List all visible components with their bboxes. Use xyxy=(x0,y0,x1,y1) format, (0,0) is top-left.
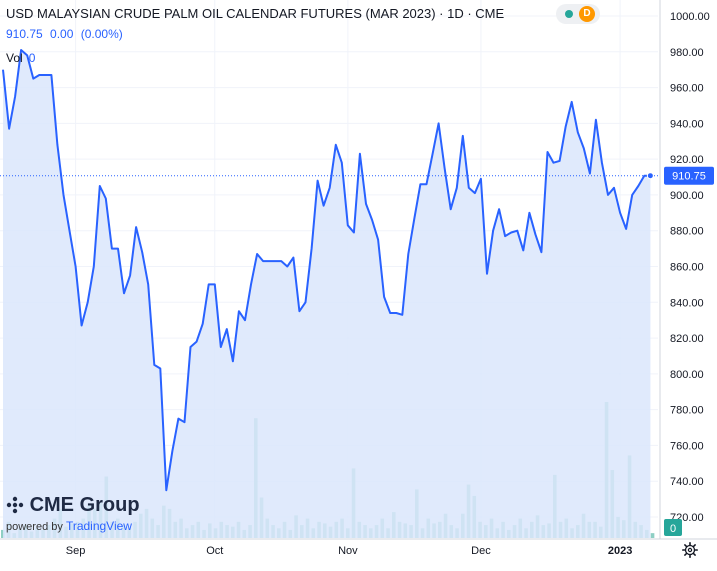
last-price-dot xyxy=(646,172,654,180)
x-tick-label: Dec xyxy=(471,545,491,557)
volume-legend: Vol 0 xyxy=(6,51,35,65)
volume-bar xyxy=(650,533,655,538)
x-tick-label: Oct xyxy=(206,545,223,557)
powered-by: powered by TradingView xyxy=(6,519,140,533)
y-tick-label: 780.00 xyxy=(670,405,704,417)
price-area-fill xyxy=(3,50,651,538)
last-price-text: 910.75 xyxy=(672,171,706,183)
gear-icon[interactable] xyxy=(682,542,698,558)
price-readout: 910.75 0.00 (0.00%) xyxy=(6,27,127,41)
y-tick-label: 860.00 xyxy=(670,262,704,274)
volume-bar xyxy=(1,529,5,538)
provider-name: TradingView xyxy=(65,519,132,533)
x-tick-label: Nov xyxy=(338,545,358,557)
y-tick-label: 920.00 xyxy=(670,154,704,166)
y-tick-label: 800.00 xyxy=(670,369,704,381)
y-tick-label: 980.00 xyxy=(670,47,704,59)
volume-badge: 0 xyxy=(664,519,682,536)
y-tick-label: 960.00 xyxy=(670,83,704,95)
y-tick-label: 1000.00 xyxy=(670,11,710,23)
cme-dots-icon xyxy=(6,496,24,514)
x-tick-label: 2023 xyxy=(608,545,632,557)
brand-block[interactable]: CME Group powered by TradingView xyxy=(6,494,140,533)
powered-by-text: powered by xyxy=(6,521,63,533)
price-change-percent: (0.00%) xyxy=(80,27,123,41)
status-dot-icon xyxy=(565,10,573,18)
volume-value: 0 xyxy=(28,51,36,65)
y-tick-label: 840.00 xyxy=(670,297,704,309)
last-price-label: 910.75 xyxy=(664,166,714,185)
brand-logo-text: CME Group xyxy=(29,494,140,516)
x-tick-label: Sep xyxy=(66,545,86,557)
price-line xyxy=(2,49,651,492)
y-tick-label: 900.00 xyxy=(670,190,704,202)
price-axis[interactable]: 1000.00 980.00 960.00 940.00 920.00 900.00 880… xyxy=(659,0,710,539)
y-tick-label: 940.00 xyxy=(670,118,704,130)
chart-title: USD MALAYSIAN CRUDE PALM OIL CALENDAR FU… xyxy=(6,6,505,21)
y-tick-label: 760.00 xyxy=(670,440,704,452)
price-change: 0.00 xyxy=(50,27,74,41)
volume-label: Vol xyxy=(6,51,23,65)
market-status[interactable]: D xyxy=(556,4,600,24)
time-axis[interactable]: Sep Oct Nov Dec 2023 xyxy=(0,538,717,557)
y-tick-label: 880.00 xyxy=(670,226,704,238)
brand-logo: CME Group xyxy=(6,494,140,517)
last-price: 910.75 xyxy=(6,27,43,41)
y-tick-label: 740.00 xyxy=(670,476,704,488)
volume-badge-text: 0 xyxy=(670,523,676,535)
status-badge: D xyxy=(579,6,595,22)
y-tick-label: 820.00 xyxy=(670,333,704,345)
